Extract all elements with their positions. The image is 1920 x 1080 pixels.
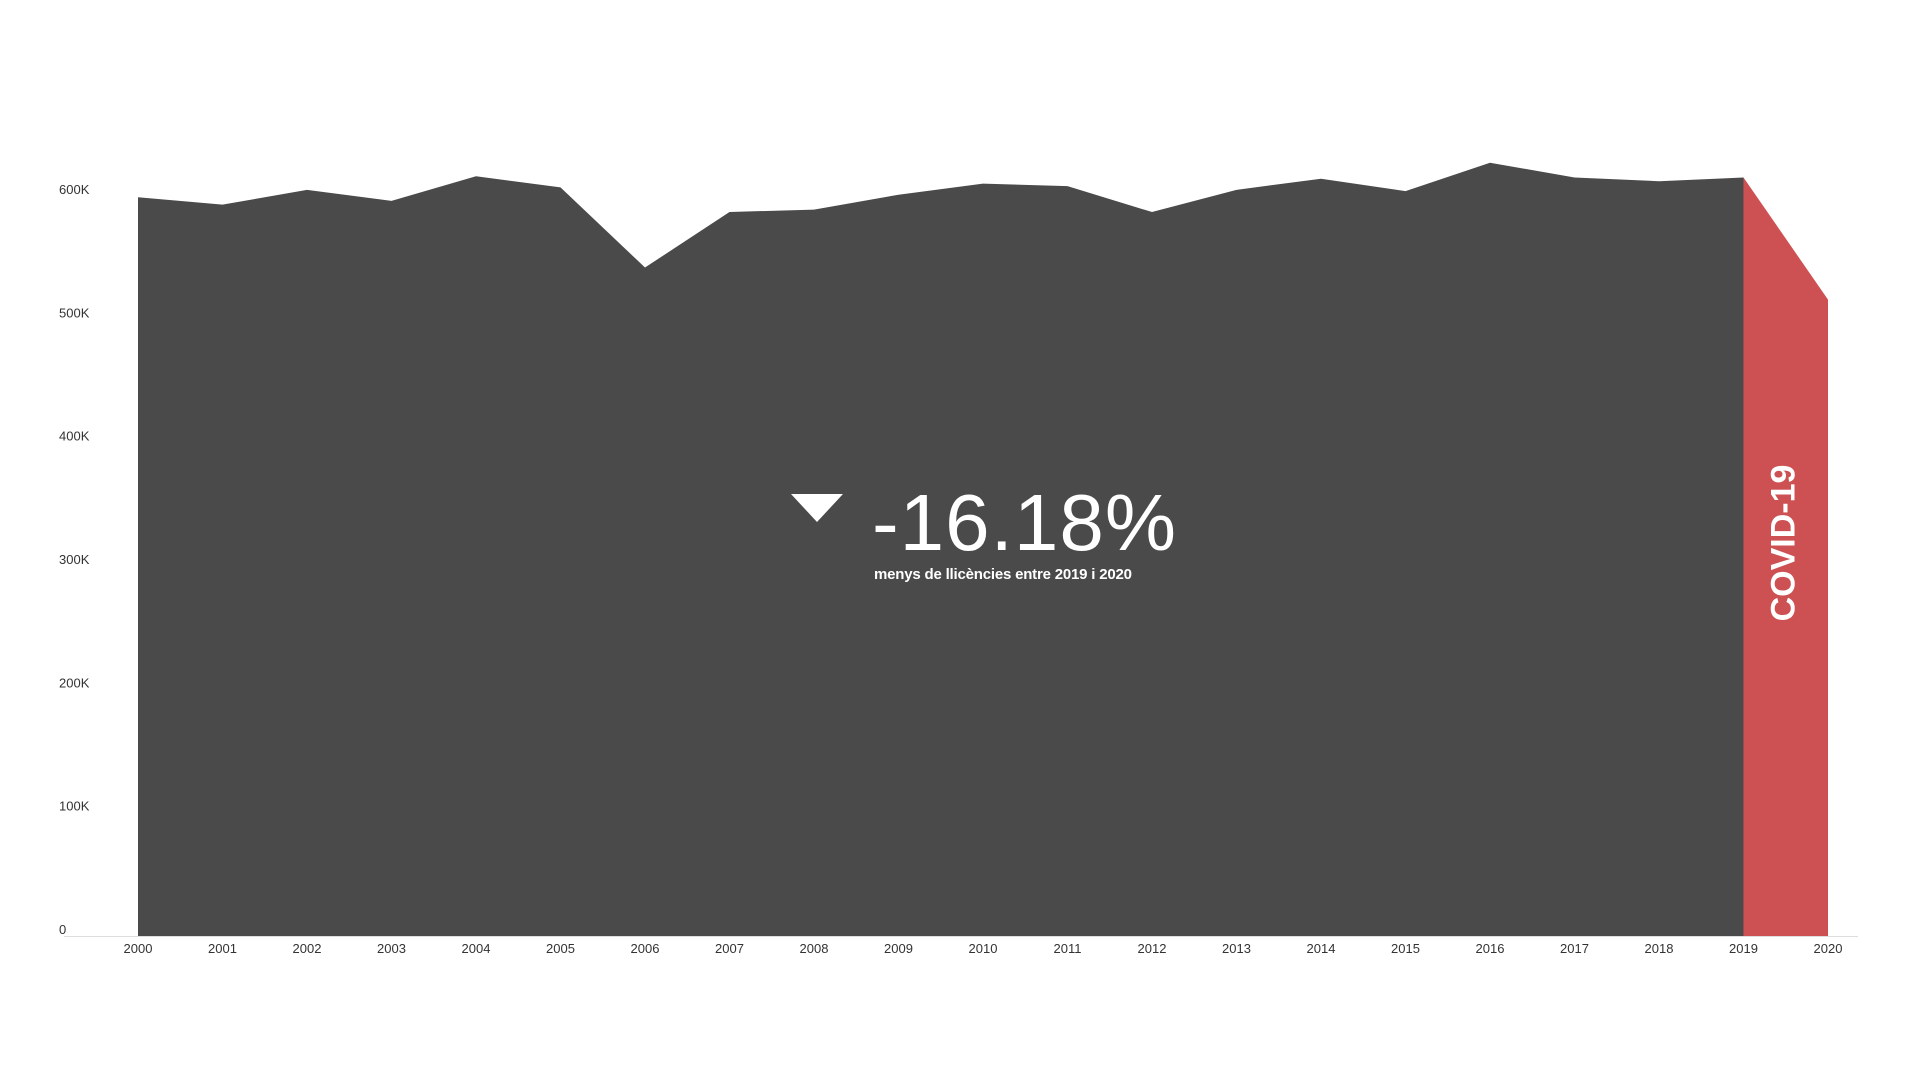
x-tick-label: 2004 bbox=[462, 941, 491, 956]
x-tick-label: 2013 bbox=[1222, 941, 1251, 956]
x-tick-label: 2014 bbox=[1307, 941, 1336, 956]
y-tick-label: 500K bbox=[59, 305, 90, 320]
x-tick-label: 2002 bbox=[293, 941, 322, 956]
annotation-value: -16.18% bbox=[872, 478, 1177, 567]
y-axis: 0 100K 200K 300K 400K 500K 600K bbox=[59, 182, 90, 937]
x-tick-label: 2015 bbox=[1391, 941, 1420, 956]
x-tick-label: 2017 bbox=[1560, 941, 1589, 956]
covid-highlight-area bbox=[1743, 177, 1828, 936]
x-tick-label: 2005 bbox=[546, 941, 575, 956]
x-tick-label: 2011 bbox=[1054, 941, 1082, 956]
y-tick-label: 300K bbox=[59, 552, 90, 567]
x-tick-label: 2007 bbox=[715, 941, 744, 956]
x-tick-label: 2006 bbox=[631, 941, 660, 956]
x-tick-label: 2010 bbox=[969, 941, 998, 956]
annotation-caption: menys de llicències entre 2019 i 2020 bbox=[874, 566, 1132, 583]
x-tick-label: 2008 bbox=[800, 941, 829, 956]
x-tick-label: 2009 bbox=[884, 941, 913, 956]
y-tick-label: 400K bbox=[59, 429, 90, 444]
x-tick-label: 2019 bbox=[1729, 941, 1758, 956]
x-tick-label: 2020 bbox=[1814, 941, 1843, 956]
y-tick-label: 600K bbox=[59, 182, 90, 197]
area-series bbox=[138, 162, 1744, 936]
x-axis: 2000 2001 2002 2003 2004 2005 2006 2007 2008 2009… bbox=[124, 941, 1843, 956]
x-tick-label: 2012 bbox=[1138, 941, 1167, 956]
y-tick-label: 100K bbox=[59, 799, 90, 814]
triangle-down-icon bbox=[791, 494, 843, 522]
covid-19-label: COVID-19 bbox=[1765, 465, 1803, 622]
x-tick-label: 2016 bbox=[1476, 941, 1505, 956]
x-tick-label: 2003 bbox=[377, 941, 406, 956]
x-tick-label: 2018 bbox=[1645, 941, 1674, 956]
x-tick-label: 2000 bbox=[124, 941, 153, 956]
y-tick-label: 200K bbox=[59, 675, 90, 690]
x-tick-label: 2001 bbox=[208, 941, 237, 956]
y-tick-label: 0 bbox=[59, 922, 66, 937]
